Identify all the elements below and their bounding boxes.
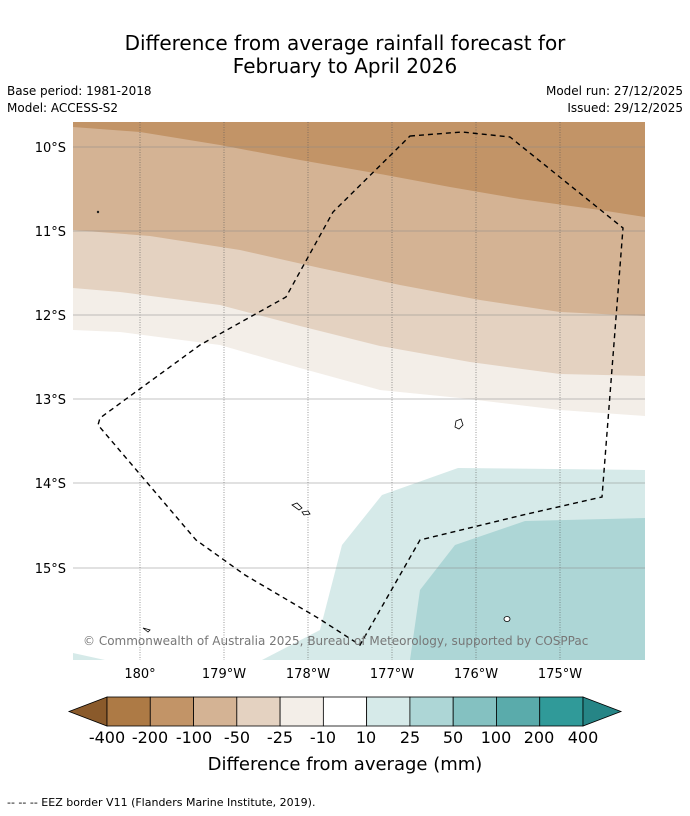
colorbar-tick-label: -10	[310, 728, 336, 747]
lon-label-180: 180°	[124, 667, 155, 682]
rainfall-field: © Commonwealth of Australia 2025, Bureau…	[73, 122, 645, 660]
island-6	[96, 210, 100, 214]
colorbar-swatch	[106, 696, 151, 727]
colorbar-tick-label: 400	[568, 728, 599, 747]
colorbar-swatch	[236, 696, 281, 727]
copyright-note: © Commonwealth of Australia 2025, Bureau…	[83, 634, 588, 648]
island-1	[454, 418, 464, 430]
colorbar-tick-label: -50	[224, 728, 250, 747]
band-plus-10-corner	[73, 653, 105, 660]
colorbar-tick-label: 25	[400, 728, 420, 747]
eez-border	[97, 131, 624, 646]
lat-label-14s: 14°S	[35, 477, 66, 492]
island-5	[142, 627, 151, 633]
lon-label-178w: 178°W	[286, 667, 330, 682]
islands	[96, 210, 511, 633]
colorbar-swatch	[149, 696, 194, 727]
island-4	[503, 616, 511, 622]
colorbar-swatch	[322, 696, 368, 727]
colorbar-swatch	[193, 696, 238, 727]
colorbar-swatch	[452, 696, 497, 727]
longitude-labels: 180° 179°W 178°W 177°W 176°W 175°W	[124, 667, 582, 682]
colorbar-tick-label: -100	[176, 728, 212, 747]
colorbar-tick-label: 10	[356, 728, 376, 747]
colorbar-tick-label: -200	[132, 728, 168, 747]
graticule	[139, 122, 561, 660]
colorbar-title: Difference from average (mm)	[208, 754, 483, 775]
lat-label-10s: 10°S	[35, 141, 66, 156]
base-period: Base period: 1981-2018	[7, 84, 152, 98]
island-3	[301, 510, 311, 516]
colorbar-extend-high	[582, 696, 623, 727]
model-run: Model run: 27/12/2025	[545, 84, 683, 98]
colorbar-swatch	[539, 696, 584, 727]
title-line-2: February to April 2026	[232, 54, 458, 78]
lon-label-179w: 179°W	[202, 667, 246, 682]
latitude-lines	[73, 146, 645, 569]
issued-date: Issued: 29/12/2025	[567, 101, 683, 115]
lat-label-12s: 12°S	[35, 309, 66, 324]
model-name: Model: ACCESS-S2	[7, 101, 119, 115]
lat-label-13s: 13°S	[35, 393, 66, 408]
lat-label-15s: 15°S	[35, 562, 66, 577]
colorbar-tick-label: 200	[524, 728, 555, 747]
lat-label-11s: 11°S	[35, 225, 66, 240]
latitude-labels: 10°S 11°S 12°S 13°S 14°S 15°S	[35, 141, 66, 577]
colorbar-tick-label: 50	[443, 728, 463, 747]
colorbar-tick-labels: -400 -200 -100 -50 -25 -10 10 25 50 100 …	[89, 728, 598, 747]
lon-label-175w: 175°W	[538, 667, 582, 682]
colorbar-swatch	[279, 696, 324, 727]
colorbar-tick-label: -400	[89, 728, 125, 747]
forecast-map: © Commonwealth of Australia 2025, Bureau…	[35, 122, 645, 775]
colorbar-tick-label: 100	[481, 728, 512, 747]
colorbar-swatch	[366, 696, 411, 727]
eez-footnote: -- -- -- EEZ border V11 (Flanders Marine…	[7, 796, 316, 809]
lon-label-177w: 177°W	[370, 667, 414, 682]
colorbar	[67, 696, 623, 727]
colorbar-swatch	[409, 696, 454, 727]
island-2	[291, 502, 303, 511]
colorbar-extend-low	[67, 696, 108, 727]
colorbar-tick-label: -25	[267, 728, 293, 747]
colorbar-swatch	[496, 696, 541, 727]
band-minus-100	[73, 122, 645, 217]
band-plus-25	[410, 518, 645, 660]
lon-label-176w: 176°W	[454, 667, 498, 682]
title-line-1: Difference from average rainfall forecas…	[124, 31, 566, 55]
